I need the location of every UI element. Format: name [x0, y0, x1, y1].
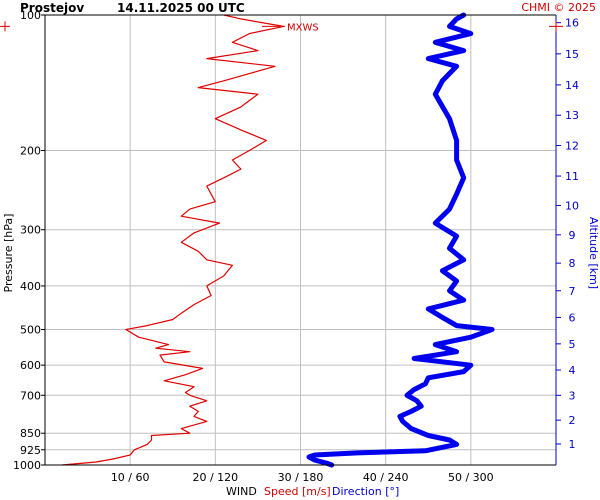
- altitude-tick-label: 3: [569, 389, 576, 402]
- pressure-tick-label: 600: [20, 359, 41, 372]
- altitude-tick-label: 10: [565, 199, 579, 212]
- altitude-tick-label: 7: [569, 285, 576, 298]
- x-axis-label-speed: Speed [m/s]: [264, 485, 331, 498]
- pressure-tick-label: 1000: [13, 459, 41, 472]
- altitude-tick-label: 14: [565, 79, 579, 92]
- x-tick-label: 50 / 300: [448, 471, 494, 484]
- pressure-tick-label: 925: [20, 444, 41, 457]
- x-axis-label-wind: WIND: [226, 485, 257, 498]
- altitude-tick-label: 8: [569, 257, 576, 270]
- pressure-tick-label: 400: [20, 280, 41, 293]
- chart-title-datetime: 14.11.2025 00 UTC: [117, 1, 245, 15]
- altitude-tick-label: 16: [565, 17, 579, 30]
- x-tick-label: 20 / 120: [192, 471, 238, 484]
- y-axis-label-pressure: Pressure [hPa]: [2, 214, 15, 293]
- x-tick-label: 30 / 180: [278, 471, 324, 484]
- altitude-tick-label: 5: [569, 338, 576, 351]
- x-tick-label: 10 / 60: [111, 471, 150, 484]
- pressure-tick-label: 100: [20, 9, 41, 22]
- pressure-tick-label: 200: [20, 144, 41, 157]
- direction-series-line: [306, 12, 495, 468]
- altitude-tick-label: 1: [569, 438, 576, 451]
- altitude-tick-label: 15: [565, 48, 579, 61]
- x-axis-label-direction: Direction [°]: [332, 485, 399, 498]
- speed-series-line: [61, 14, 285, 466]
- copyright: CHMI © 2025: [521, 1, 596, 14]
- altitude-tick-label: 12: [565, 140, 579, 153]
- altitude-tick-label: 6: [569, 311, 576, 324]
- altitude-tick-label: 2: [569, 414, 576, 427]
- x-tick-label: 40 / 240: [363, 471, 409, 484]
- pressure-tick-label: 850: [20, 427, 41, 440]
- mxws-label: MXWS: [287, 22, 319, 33]
- series-layer: [61, 12, 495, 468]
- altitude-tick-label: 11: [565, 170, 579, 183]
- altitude-tick-label: 9: [569, 229, 576, 242]
- altitude-tick-label: 13: [565, 109, 579, 122]
- pressure-tick-label: 700: [20, 389, 41, 402]
- pressure-tick-label: 300: [20, 224, 41, 237]
- pressure-tick-label: 500: [20, 324, 41, 337]
- chart-title-station: Prostejov: [20, 1, 84, 15]
- y-axis-label-altitude: Altitude [km]: [587, 217, 600, 289]
- altitude-tick-label: 4: [569, 364, 576, 377]
